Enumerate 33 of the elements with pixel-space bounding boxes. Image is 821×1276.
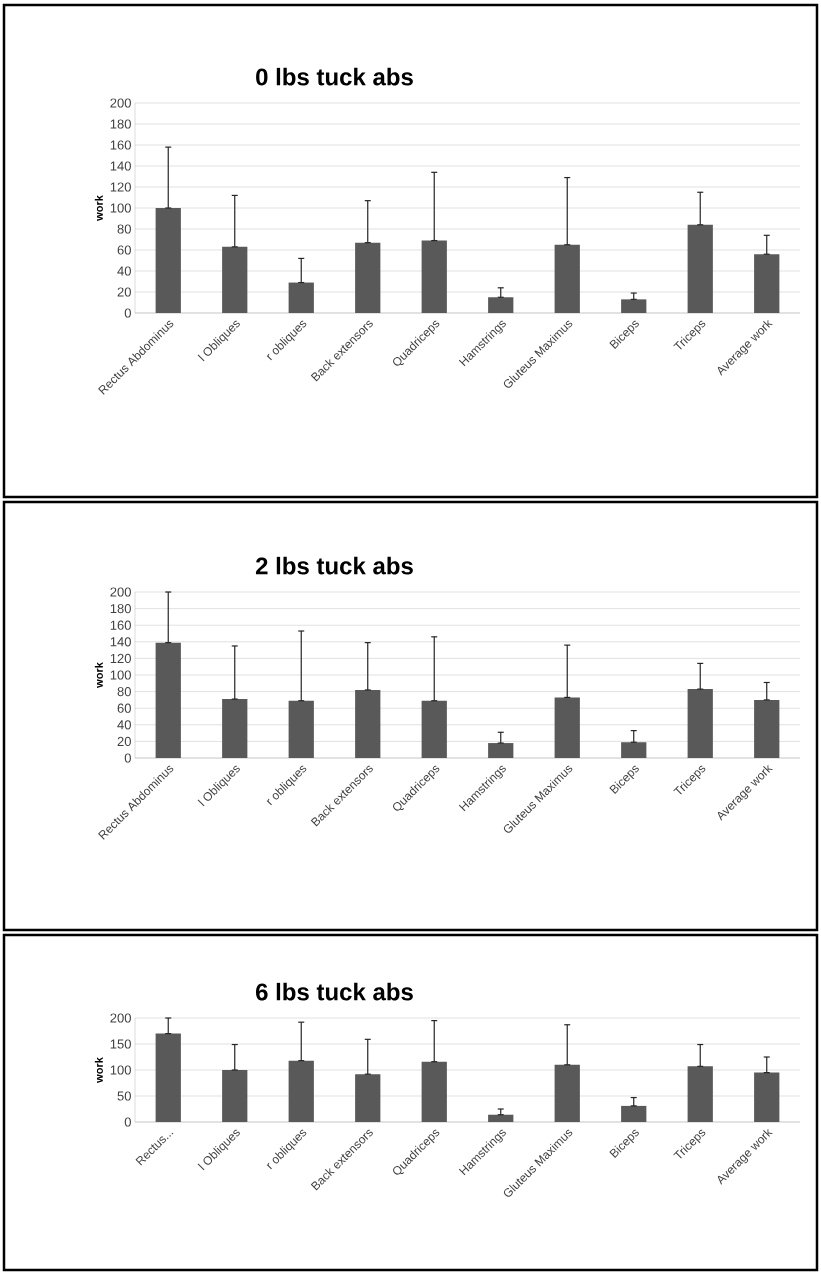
y-tick-label: 0 xyxy=(124,753,131,763)
y-tick-label: 40 xyxy=(117,266,131,276)
y-tick-label: 80 xyxy=(117,687,131,697)
y-tick-label: 100 xyxy=(110,670,131,680)
y-tick-label: 0 xyxy=(124,308,131,318)
y-tick-label: 180 xyxy=(110,604,131,614)
y-tick-label: 0 xyxy=(124,1117,131,1127)
y-tick-label: 200 xyxy=(110,98,131,108)
y-tick-label: 140 xyxy=(110,161,131,171)
y-tick-label: 160 xyxy=(110,140,131,150)
y-tick-label: 150 xyxy=(110,1039,131,1049)
chart-title: 0 lbs tuck abs xyxy=(256,67,413,86)
y-tick-label: 20 xyxy=(117,287,131,297)
y-tick-label: 160 xyxy=(110,620,131,630)
y-tick-label: 80 xyxy=(117,224,131,234)
y-axis-title: work xyxy=(94,1057,103,1083)
y-tick-label: 60 xyxy=(117,245,131,255)
y-tick-label: 120 xyxy=(110,653,131,664)
y-tick-label: 100 xyxy=(110,203,131,213)
y-tick-label: 100 xyxy=(110,1065,131,1075)
y-tick-label: 180 xyxy=(110,119,131,129)
y-axis-title: work xyxy=(94,662,103,688)
chart-title: 6 lbs tuck abs xyxy=(256,982,413,1001)
y-tick-label: 140 xyxy=(110,637,131,647)
y-tick-label: 20 xyxy=(117,736,131,747)
y-tick-label: 40 xyxy=(117,720,131,730)
y-tick-label: 200 xyxy=(110,1013,131,1023)
y-tick-label: 200 xyxy=(110,587,131,597)
y-tick-label: 120 xyxy=(110,182,131,192)
chart-title: 2 lbs tuck abs xyxy=(255,556,413,575)
y-tick-label: 50 xyxy=(117,1091,131,1101)
y-axis-title: work xyxy=(94,195,103,221)
y-tick-label: 60 xyxy=(117,703,131,713)
